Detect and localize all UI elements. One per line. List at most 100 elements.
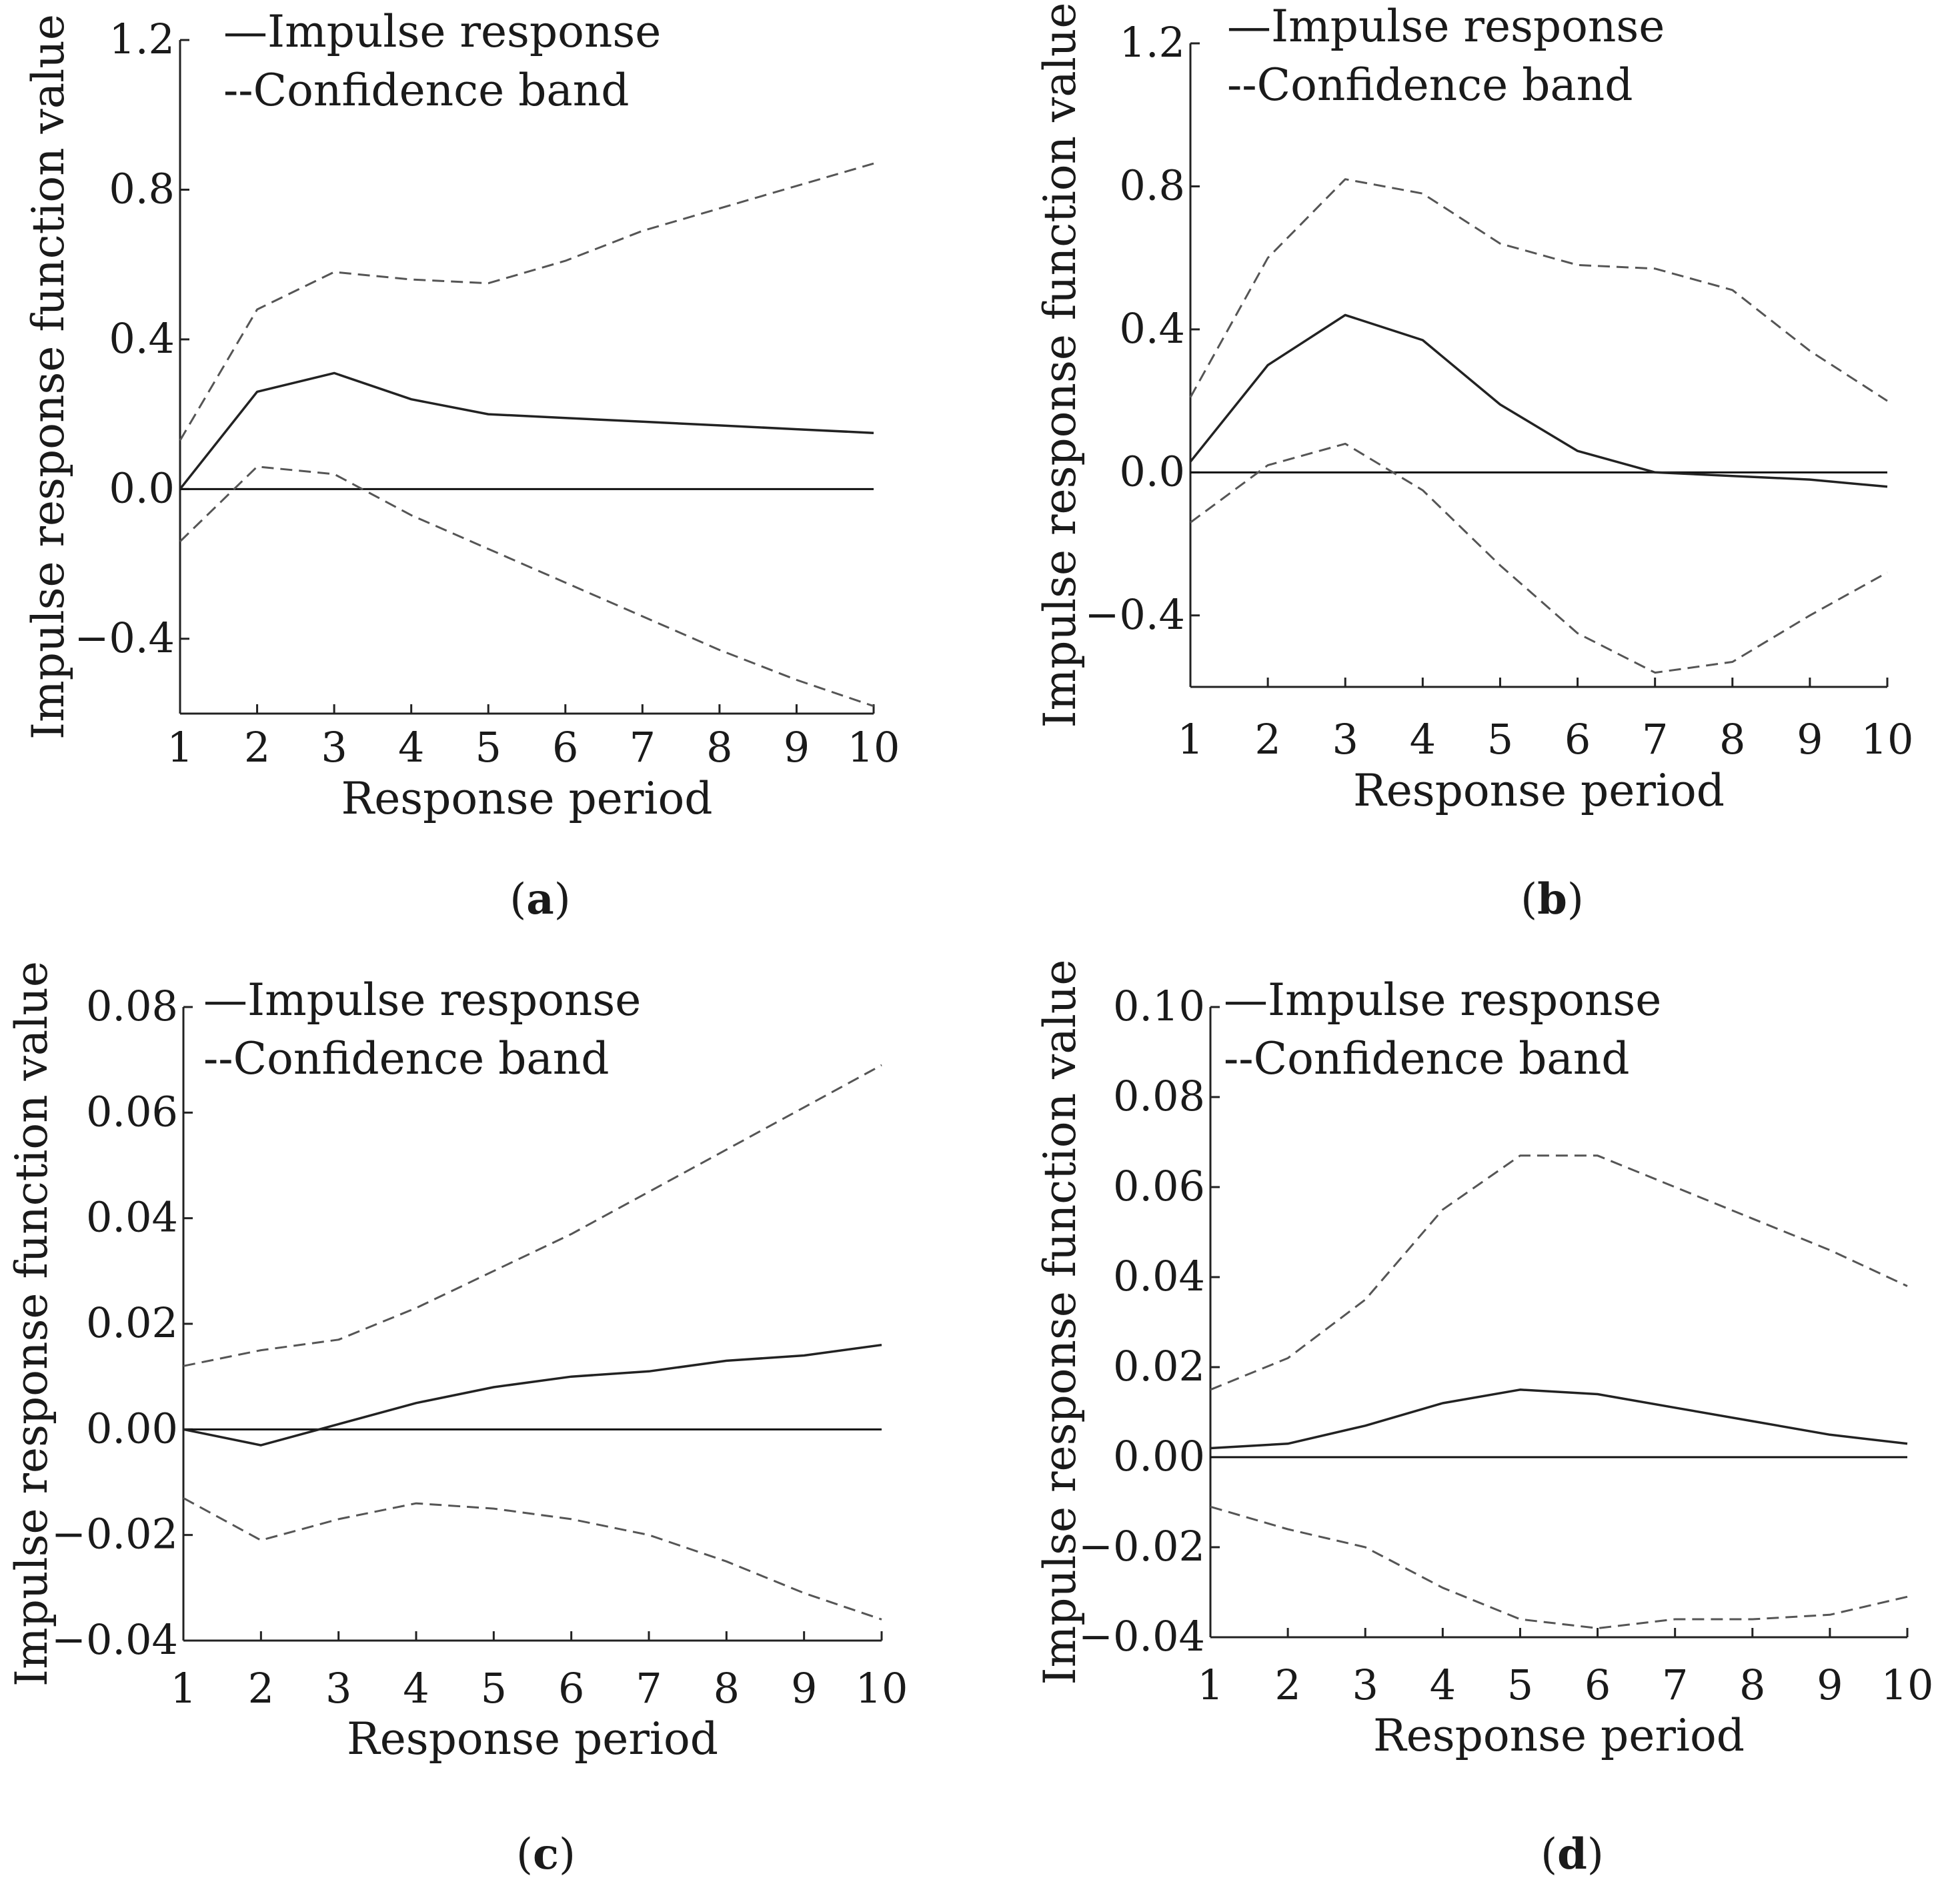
confidence-band-lower-line (1210, 1505, 1908, 1629)
legend-confidence-band: --Confidence band (1227, 59, 1633, 111)
y-tick-label: −0.4 (1084, 590, 1185, 639)
x-tick-label: 2 (244, 723, 270, 772)
x-tick-label: 6 (1585, 1661, 1611, 1709)
impulse-response-line (1210, 1388, 1908, 1450)
y-tick-label: 0.0 (1119, 447, 1185, 496)
chart-panel-c: 0.08 0.06 0.04 0.02 0.00 −0.02 −0.041 2 3 4 5 6 7 8 9 1… (6, 961, 908, 1879)
legend-confidence-band: --Confidence band (203, 1033, 610, 1084)
x-tick-label: 2 (1274, 1661, 1300, 1709)
y-tick-label: 0.4 (109, 314, 175, 363)
y-tick-label: 1.2 (109, 15, 175, 63)
legend: —Impulse response --Confidence band (1224, 974, 1661, 1084)
x-tick-label: 10 (856, 1664, 908, 1713)
legend-impulse-response: —Impulse response (223, 6, 661, 57)
confidence-band-lower-line (183, 1497, 882, 1621)
y-axis-title: Impulse response function value (1034, 3, 1086, 728)
x-tick-label: 9 (1817, 1661, 1843, 1709)
confidence-band-upper-line (183, 1064, 882, 1367)
y-tick-label: 0.00 (86, 1404, 178, 1453)
x-tick-label: 3 (325, 1664, 351, 1713)
y-axis-title: Impulse response function value (6, 961, 57, 1687)
x-tick-label: 6 (552, 723, 578, 772)
y-tick-label: 0.08 (1113, 1072, 1205, 1120)
y-tick-label: −0.02 (1078, 1522, 1205, 1571)
y-tick-label: 0.04 (1113, 1252, 1205, 1300)
x-tick-label: 9 (1797, 715, 1823, 764)
confidence-band-upper-line (179, 162, 874, 441)
x-tick-label: 5 (1487, 715, 1513, 764)
x-tick-label: 4 (398, 723, 424, 772)
y-tick-label: 0.02 (86, 1298, 178, 1347)
chart-panel-d: 0.10 0.08 0.06 0.04 0.02 0.00 −0.02 −0.041 2 3 4 5 6… (1034, 960, 1933, 1879)
y-tick-label: 0.0 (109, 463, 175, 512)
x-tick-label: 10 (848, 723, 900, 772)
x-axis-title: Response period (1353, 765, 1725, 816)
x-tick-label: 2 (1254, 715, 1280, 764)
legend-impulse-response: —Impulse response (203, 974, 641, 1026)
y-tick-label: 0.02 (1113, 1342, 1205, 1390)
x-tick-label: 7 (636, 1664, 662, 1713)
panel-caption: (b) (1521, 874, 1584, 924)
y-axis-title: Impulse response function value (1034, 960, 1086, 1685)
x-tick-label: 7 (1662, 1661, 1688, 1709)
x-tick-label: 4 (403, 1664, 429, 1713)
x-tick-label: 8 (706, 723, 732, 772)
y-tick-label: 0.06 (1113, 1162, 1205, 1210)
x-tick-label: 3 (1332, 715, 1358, 764)
y-tick-label: 0.8 (1119, 161, 1185, 209)
y-tick-label: −0.4 (74, 614, 175, 662)
confidence-band-upper-line (1210, 1154, 1908, 1391)
y-axis-title: Impulse response function value (23, 14, 74, 740)
x-axis-title: Response period (347, 1713, 718, 1765)
panel-caption: (a) (510, 874, 570, 924)
x-tick-label: 9 (791, 1664, 817, 1713)
x-tick-label: 8 (1739, 1661, 1765, 1709)
y-tick-label: −0.04 (51, 1615, 178, 1664)
legend: —Impulse response --Confidence band (223, 6, 661, 116)
x-tick-label: 6 (1565, 715, 1591, 764)
y-tick-label: 0.8 (109, 164, 175, 213)
x-tick-label: 1 (170, 1664, 196, 1713)
legend-impulse-response: —Impulse response (1227, 1, 1665, 52)
y-tick-label: 0.06 (86, 1087, 178, 1136)
y-tick-label: −0.04 (1078, 1612, 1205, 1661)
confidence-band-upper-line (1189, 178, 1888, 402)
x-tick-label: 10 (1861, 715, 1914, 764)
y-tick-label: 0.00 (1113, 1432, 1205, 1481)
x-tick-label: 6 (558, 1664, 584, 1713)
y-tick-label: 1.2 (1119, 18, 1185, 67)
panel-caption: (d) (1541, 1829, 1604, 1879)
x-tick-label: 3 (321, 723, 347, 772)
chart-panel-a: 1.2 0.8 0.4 0.0 −0.4 1 2 3 4 5 6 7 8 9 10 —Impulse resp… (23, 6, 900, 924)
x-tick-label: 5 (1507, 1661, 1533, 1709)
y-tick-label: −0.02 (51, 1510, 178, 1559)
panel-caption: (c) (516, 1829, 576, 1879)
x-tick-label: 2 (248, 1664, 274, 1713)
legend: —Impulse response --Confidence band (203, 974, 641, 1084)
x-tick-label: 7 (630, 723, 656, 772)
x-tick-label: 4 (1410, 715, 1436, 764)
x-tick-label: 10 (1881, 1661, 1934, 1709)
impulse-response-line (183, 1343, 882, 1447)
impulse-response-line (1189, 313, 1888, 488)
impulse-response-line (179, 371, 874, 490)
chart-panel-b: 1.2 0.8 0.4 0.0 −0.4 1 2 3 4 5 6 7 8 9 10 —Impulse resp… (1034, 1, 1913, 924)
x-tick-label: 4 (1430, 1661, 1456, 1709)
x-tick-label: 5 (475, 723, 501, 772)
x-tick-label: 9 (784, 723, 810, 772)
y-tick-label: 0.04 (86, 1193, 178, 1242)
legend: —Impulse response --Confidence band (1227, 1, 1665, 111)
x-axis-title: Response period (1373, 1710, 1745, 1761)
x-tick-label: 1 (167, 723, 193, 772)
x-tick-label: 3 (1352, 1661, 1378, 1709)
x-tick-label: 7 (1642, 715, 1668, 764)
legend-impulse-response: —Impulse response (1224, 974, 1661, 1026)
confidence-band-lower-line (179, 465, 874, 708)
x-tick-label: 8 (1719, 715, 1745, 764)
x-axis-title: Response period (341, 773, 713, 824)
y-tick-label: 0.10 (1113, 982, 1205, 1030)
confidence-band-lower-line (1190, 442, 1888, 674)
y-tick-label: 0.4 (1119, 304, 1185, 353)
x-tick-label: 1 (1177, 715, 1203, 764)
